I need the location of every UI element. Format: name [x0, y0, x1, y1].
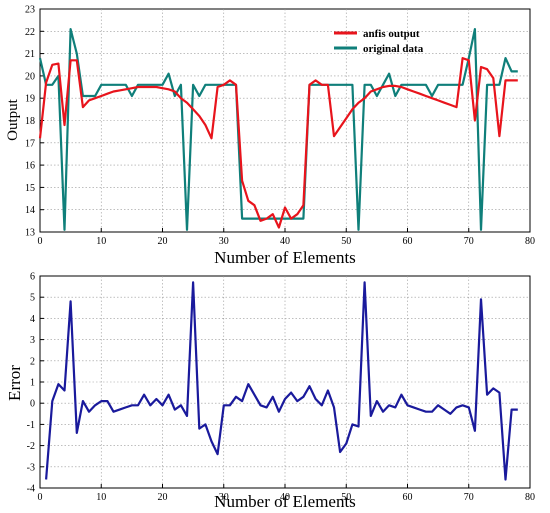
y-tick-label: 16: [25, 161, 35, 172]
legend-label-anfis-output: anfis output: [363, 28, 420, 40]
series-group: [45, 281, 518, 481]
x-tick-label: 80: [525, 492, 535, 503]
y-tick-label: 3: [30, 335, 35, 346]
y-tick-label: 6: [30, 272, 35, 283]
x-axis-label: Number of Elements: [214, 492, 356, 511]
x-tick-label: 0: [38, 236, 43, 247]
y-tick-label: 0: [30, 399, 35, 410]
y-tick-label: -2: [27, 441, 35, 452]
y-axis-label: Output: [5, 98, 21, 141]
x-tick-label: 60: [403, 236, 413, 247]
x-tick-label: 10: [96, 236, 106, 247]
legend: anfis output original data: [334, 28, 424, 55]
x-tick-label: 70: [464, 236, 474, 247]
x-tick-label: 40: [280, 236, 290, 247]
y-tick-label: 1: [30, 378, 35, 389]
x-tick-label: 80: [525, 236, 535, 247]
grid: [39, 275, 531, 489]
y-tick-label: 2: [30, 356, 35, 367]
legend-label-original-data: original data: [363, 43, 424, 55]
y-tick-label: 18: [25, 116, 35, 127]
series-line-anfis-output: [38, 56, 518, 229]
x-tick-label: 40: [280, 492, 290, 503]
grid: [39, 8, 531, 233]
y-tick-labels: -4 -3 -2 -1 0 1 2 3 4 5 6: [27, 272, 35, 495]
series-line-original-data: [38, 28, 518, 231]
y-tick-label: 22: [25, 27, 35, 38]
output-chart: 0 10 20 30 40 50 60 70 80 13 14 15 16 17 18 19 20 21 22 23…: [5, 5, 535, 268]
y-axis-label: Error: [5, 365, 24, 401]
x-axis-label: Number of Elements: [214, 248, 356, 267]
x-tick-label: 0: [38, 492, 43, 503]
y-tick-label: 5: [30, 293, 35, 304]
x-tick-labels: 0 10 20 30 40 50 60 70 80: [38, 492, 536, 503]
y-tick-label: 23: [25, 5, 35, 16]
y-tick-label: 15: [25, 183, 35, 194]
x-tick-label: 60: [403, 492, 413, 503]
x-tick-label: 20: [158, 236, 168, 247]
y-tick-label: 14: [25, 205, 35, 216]
x-tick-label: 20: [158, 492, 168, 503]
y-tick-label: 17: [25, 138, 35, 149]
y-tick-label: -4: [27, 484, 35, 495]
x-tick-label: 70: [464, 492, 474, 503]
x-tick-label: 30: [219, 492, 229, 503]
series-line-error: [45, 281, 518, 481]
y-tick-label: -1: [27, 420, 35, 431]
y-tick-label: -3: [27, 462, 35, 473]
x-tick-label: 30: [219, 236, 229, 247]
x-tick-labels: 0 10 20 30 40 50 60 70 80: [38, 236, 536, 247]
series-group: [38, 28, 518, 231]
y-tick-label: 20: [25, 71, 35, 82]
y-tick-label: 13: [25, 228, 35, 239]
error-chart: 0 10 20 30 40 50 60 70 80 -4 -3 -2 -1 0 1 2 3 4 5 6 Number…: [5, 272, 535, 512]
y-tick-labels: 13 14 15 16 17 18 19 20 21 22 23: [25, 5, 35, 239]
x-tick-label: 50: [341, 492, 351, 503]
y-tick-label: 19: [25, 94, 35, 105]
x-tick-label: 10: [96, 492, 106, 503]
x-tick-label: 50: [341, 236, 351, 247]
y-tick-label: 4: [30, 314, 35, 325]
y-tick-label: 21: [25, 49, 35, 60]
